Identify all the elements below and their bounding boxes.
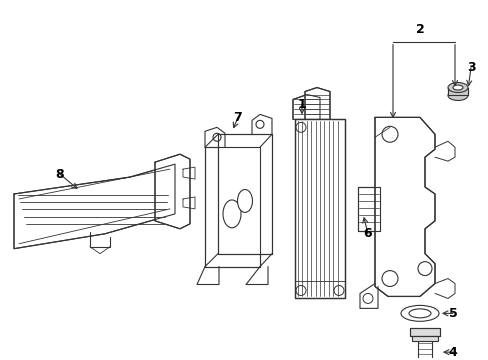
Polygon shape xyxy=(447,87,467,95)
Polygon shape xyxy=(218,134,271,254)
Circle shape xyxy=(381,126,397,142)
Polygon shape xyxy=(357,187,379,231)
Text: 4: 4 xyxy=(447,346,456,359)
Polygon shape xyxy=(14,164,175,249)
Ellipse shape xyxy=(447,90,467,100)
Polygon shape xyxy=(374,117,434,296)
Ellipse shape xyxy=(452,85,462,90)
Polygon shape xyxy=(294,120,345,298)
Circle shape xyxy=(256,120,264,128)
Circle shape xyxy=(417,262,431,275)
Circle shape xyxy=(362,293,372,303)
Circle shape xyxy=(381,271,397,287)
Circle shape xyxy=(295,285,305,296)
Text: 3: 3 xyxy=(466,61,474,74)
Ellipse shape xyxy=(223,200,241,228)
Polygon shape xyxy=(409,328,439,336)
Polygon shape xyxy=(155,154,190,229)
Ellipse shape xyxy=(237,189,252,212)
Text: 7: 7 xyxy=(233,111,242,124)
Circle shape xyxy=(295,122,305,132)
Polygon shape xyxy=(305,87,329,120)
Ellipse shape xyxy=(400,305,438,321)
Ellipse shape xyxy=(447,82,467,93)
Circle shape xyxy=(333,285,343,296)
Polygon shape xyxy=(411,336,437,341)
Polygon shape xyxy=(292,95,319,120)
Text: 2: 2 xyxy=(415,23,424,36)
Text: 6: 6 xyxy=(363,227,371,240)
Circle shape xyxy=(213,133,221,141)
Text: 5: 5 xyxy=(447,307,456,320)
Text: 1: 1 xyxy=(297,98,306,111)
Text: 8: 8 xyxy=(56,168,64,181)
Ellipse shape xyxy=(408,309,430,318)
Polygon shape xyxy=(204,147,260,267)
